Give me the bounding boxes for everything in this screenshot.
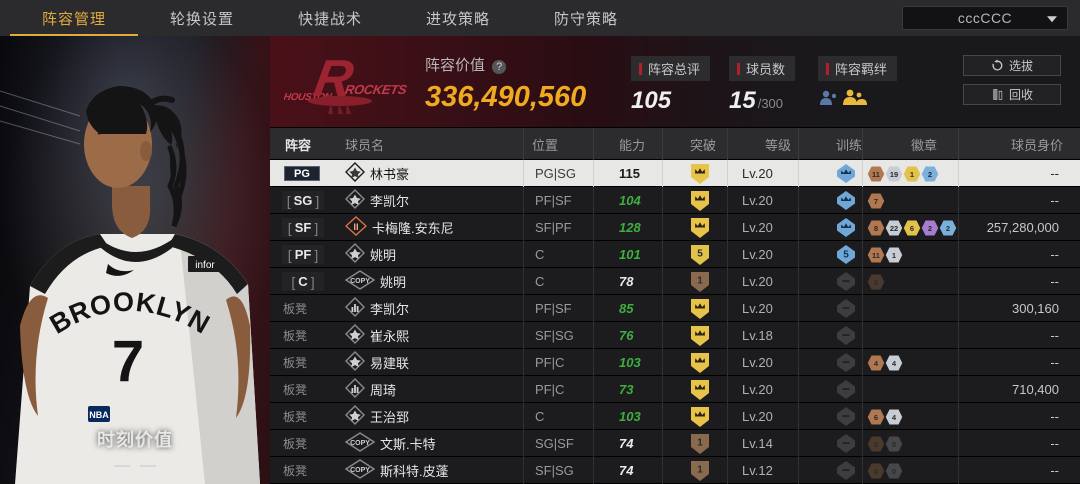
svg-text:COPY: COPY	[350, 440, 370, 447]
svg-text:NBA: NBA	[89, 410, 109, 420]
svg-text:7: 7	[874, 197, 878, 206]
svg-text:1: 1	[697, 437, 703, 448]
svg-text:infor: infor	[195, 260, 215, 271]
svg-text:COPY: COPY	[350, 278, 370, 285]
svg-text:0: 0	[892, 440, 896, 449]
svg-text:2: 2	[928, 224, 932, 233]
svg-text:2: 2	[946, 224, 950, 233]
svg-text:5: 5	[843, 250, 849, 261]
svg-text:II: II	[353, 222, 358, 233]
svg-text:1: 1	[892, 251, 896, 260]
svg-text:0: 0	[874, 467, 878, 476]
svg-text:11: 11	[872, 170, 880, 179]
svg-text:ROCKETS: ROCKETS	[344, 82, 409, 97]
svg-text:0: 0	[874, 440, 878, 449]
svg-text:8: 8	[874, 224, 878, 233]
svg-text:1: 1	[910, 170, 914, 179]
svg-text:0: 0	[874, 278, 878, 287]
svg-text:11: 11	[872, 251, 880, 260]
svg-text:22: 22	[890, 224, 898, 233]
svg-text:1: 1	[697, 275, 703, 286]
svg-text:0: 0	[892, 467, 896, 476]
svg-text:6: 6	[910, 224, 914, 233]
svg-text:2: 2	[928, 170, 932, 179]
svg-text:COPY: COPY	[350, 467, 370, 474]
svg-text:6: 6	[874, 413, 878, 422]
svg-text:1: 1	[697, 464, 703, 475]
svg-text:5: 5	[697, 248, 703, 259]
svg-text:7: 7	[112, 329, 144, 394]
svg-text:19: 19	[890, 170, 898, 179]
